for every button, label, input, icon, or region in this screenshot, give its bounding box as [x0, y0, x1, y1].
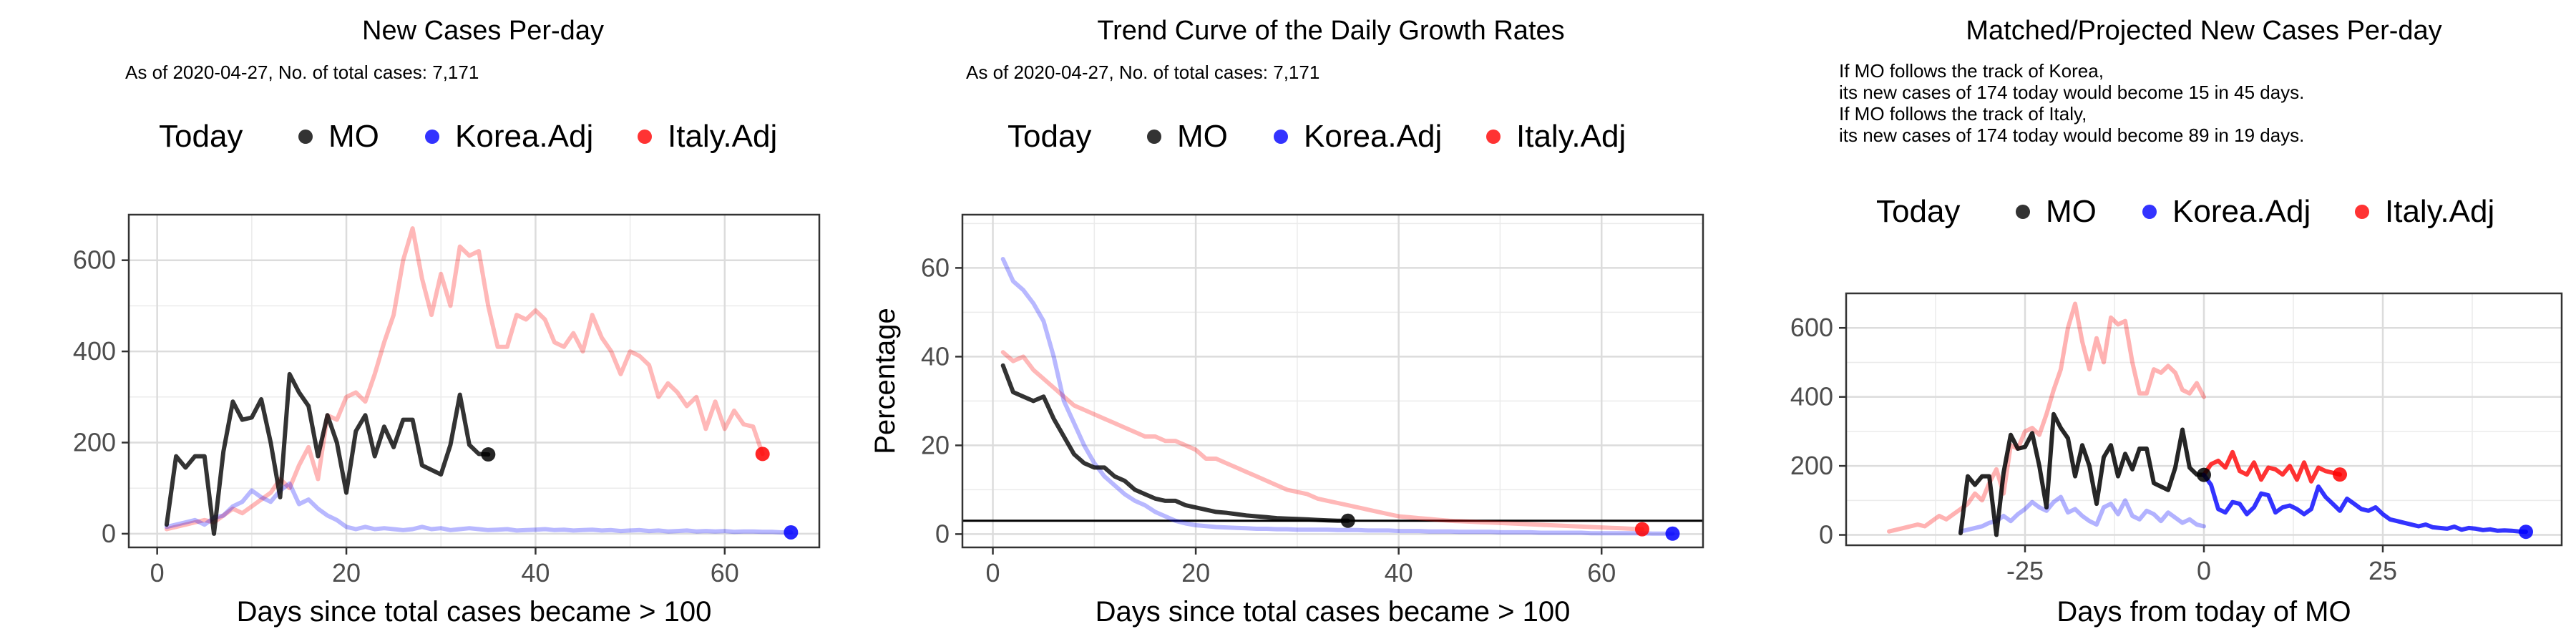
endpoint-marker-mo: [2197, 467, 2211, 482]
grid: [129, 215, 819, 547]
y-tick-label: 200: [1790, 451, 1833, 480]
x-tick-label: 0: [986, 558, 1000, 587]
series-line-mo: [1000, 363, 1350, 523]
series-line-italy-adj: [164, 226, 765, 532]
panel-border: [127, 213, 821, 549]
y-tick-label: 400: [1790, 382, 1833, 411]
endpoint-marker-korea-adj: [784, 525, 799, 540]
legend-label: MO: [328, 119, 379, 154]
endpoint-marker-korea-adj: [2519, 525, 2533, 540]
y-tick-label: 600: [73, 245, 116, 275]
chart-subtitle-line: its new cases of 174 today would become …: [1839, 125, 2304, 146]
y-tick-label: 600: [1790, 313, 1833, 342]
y-tick-label: 0: [1819, 520, 1833, 550]
series-group: [1887, 301, 2533, 540]
endpoint-marker-italy-adj: [2333, 467, 2347, 482]
series-line-korea-adj-history: [1958, 494, 2206, 534]
legend-key-korea-adj: [425, 130, 439, 144]
x-tick-label: 60: [1587, 558, 1616, 587]
y-tick-label: 200: [73, 427, 116, 457]
series-group: [164, 226, 799, 540]
chart-subtitle-line: its new cases of 174 today would become …: [1839, 82, 2304, 103]
x-tick-label: 60: [711, 558, 739, 587]
legend-label: Italy.Adj: [668, 119, 777, 154]
legend-label: Italy.Adj: [1516, 119, 1626, 154]
legend-key-mo: [1147, 130, 1161, 144]
series-line-korea-adj-projection: [2202, 472, 2528, 535]
legend-title: Today: [159, 119, 243, 154]
y-tick-label: 60: [921, 253, 950, 282]
grid: [962, 215, 1703, 547]
legend-key-mo: [298, 130, 313, 144]
x-tick-label: 20: [1181, 558, 1210, 587]
y-tick-label: 40: [921, 341, 950, 371]
series-line-italy-adj-history: [1887, 301, 2206, 534]
y-tick-label: 0: [102, 519, 116, 548]
chart-panel-3: Matched/Projected New Cases Per-day If MO…: [1790, 16, 2563, 628]
legend-label: MO: [1177, 119, 1228, 154]
chart-panel-1: New Cases Per-day As of 2020-04-27, No. o…: [73, 16, 821, 628]
series-line-mo: [1958, 411, 2206, 537]
legend-label: MO: [2046, 194, 2097, 229]
y-tick-label: 0: [935, 519, 950, 548]
legend-label: Korea.Adj: [1304, 119, 1442, 154]
legend: Today MO Korea.Adj Italy.Adj: [159, 119, 777, 154]
legend-label: Italy.Adj: [2385, 194, 2494, 229]
series-line-mo: [164, 371, 491, 536]
chart-title: Matched/Projected New Cases Per-day: [1966, 16, 2441, 46]
chart-subtitle-line: As of 2020-04-27, No. of total cases: 7,…: [125, 62, 479, 83]
endpoint-marker-mo: [1340, 513, 1355, 528]
chart-subtitle-line: If MO follows the track of Korea,: [1839, 60, 2104, 82]
x-axis-label: Days since total cases became > 100: [1096, 596, 1571, 628]
legend-title: Today: [1876, 194, 1960, 229]
endpoint-marker-mo: [481, 447, 496, 462]
x-tick-label: 20: [332, 558, 361, 587]
series-line-korea-adj: [1000, 257, 1675, 536]
x-tick-label: -25: [2006, 556, 2044, 585]
x-tick-label: 40: [1385, 558, 1413, 587]
legend-key-italy-adj: [1486, 130, 1501, 144]
chart-title: Trend Curve of the Daily Growth Rates: [1097, 16, 1564, 46]
chart-title: New Cases Per-day: [362, 16, 604, 46]
series-line-korea-adj: [164, 481, 794, 535]
series-line-italy-adj: [1000, 350, 1644, 532]
series-group: [1000, 257, 1680, 541]
x-axis-label: Days from today of MO: [2057, 596, 2351, 628]
legend: Today MO Korea.Adj Italy.Adj: [1008, 119, 1626, 154]
legend: Today MO Korea.Adj Italy.Adj: [1876, 194, 2494, 229]
chart-subtitle-line: If MO follows the track of Italy,: [1839, 103, 2087, 125]
endpoint-marker-italy-adj: [1634, 522, 1649, 537]
endpoint-marker-italy-adj: [755, 447, 770, 462]
x-tick-label: 40: [521, 558, 550, 587]
legend-key-korea-adj: [2142, 205, 2157, 219]
endpoint-marker-korea-adj: [1665, 526, 1680, 541]
x-tick-label: 0: [150, 558, 165, 587]
x-axis-label: Days since total cases became > 100: [237, 596, 712, 628]
legend-key-italy-adj: [638, 130, 652, 144]
series-line-italy-adj-projection: [2202, 449, 2342, 484]
legend-label: Korea.Adj: [455, 119, 593, 154]
x-tick-label: 25: [2368, 556, 2397, 585]
x-tick-label: 0: [2197, 556, 2211, 585]
chart-subtitle-line: As of 2020-04-27, No. of total cases: 7,…: [966, 62, 1319, 83]
legend-key-italy-adj: [2355, 205, 2369, 219]
y-axis-label: Percentage: [869, 308, 901, 454]
chart-panel-2: Trend Curve of the Daily Growth Rates As …: [869, 16, 1704, 628]
legend-label: Korea.Adj: [2172, 194, 2311, 229]
panel-border: [961, 213, 1704, 549]
legend-key-korea-adj: [1274, 130, 1288, 144]
legend-key-mo: [2016, 205, 2030, 219]
y-tick-label: 20: [921, 430, 950, 459]
legend-title: Today: [1008, 119, 1091, 154]
y-tick-label: 400: [73, 336, 116, 366]
grid: [1846, 293, 2562, 545]
